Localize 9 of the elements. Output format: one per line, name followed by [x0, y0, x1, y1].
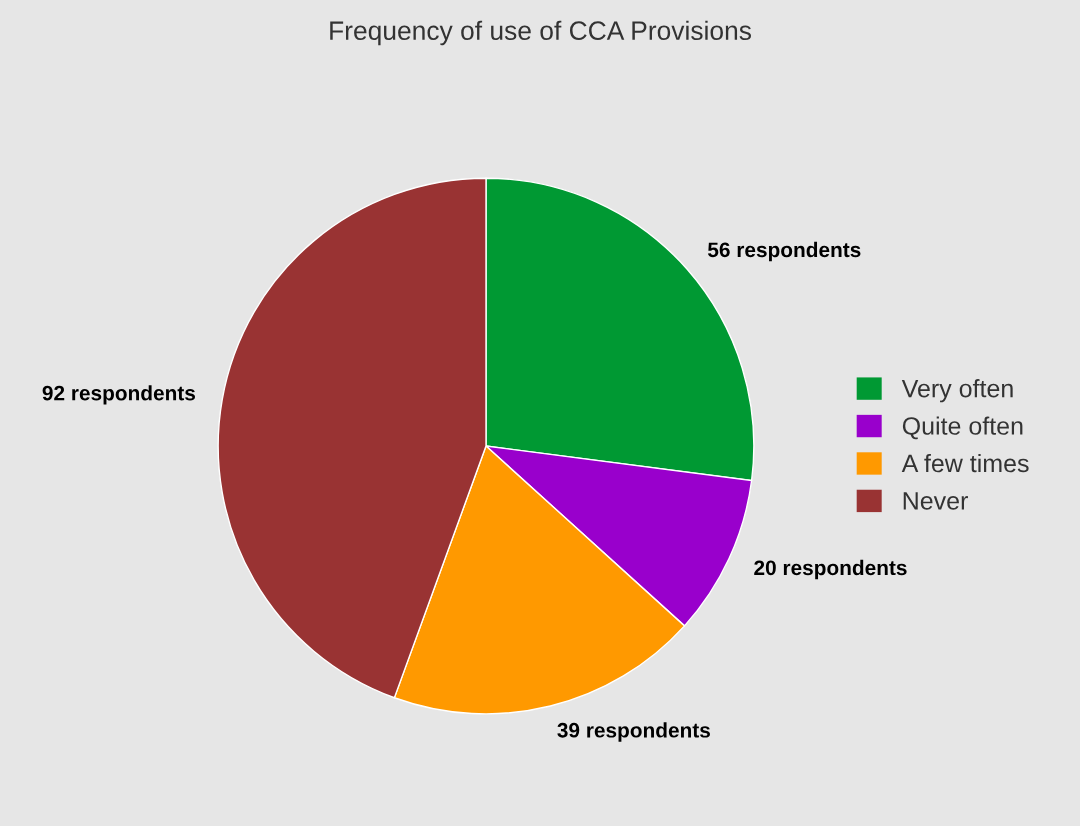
data-label: 39 respondents: [557, 722, 710, 742]
data-label: 56 respondents: [707, 241, 861, 262]
legend-label: Never: [903, 492, 968, 510]
legend-label: Very often: [901, 379, 1013, 403]
data-label: 20 respondents: [754, 559, 907, 580]
data-label: 92 respondents: [42, 385, 196, 405]
legend-label: A few times: [901, 453, 1029, 473]
legend-label: Quite often: [902, 416, 1023, 440]
chart-title: Frequency of use of CCA Provisions: [330, 20, 751, 46]
